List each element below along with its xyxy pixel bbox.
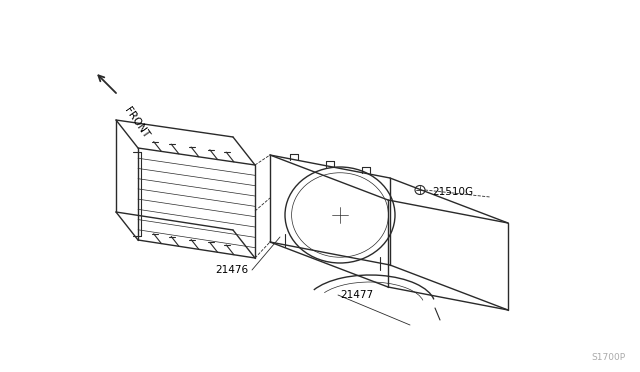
Text: 21477: 21477	[340, 290, 373, 300]
Text: S1700P: S1700P	[591, 353, 625, 362]
Text: 21510G: 21510G	[432, 187, 473, 197]
Text: 21476: 21476	[215, 265, 248, 275]
Text: FRONT: FRONT	[122, 105, 150, 140]
